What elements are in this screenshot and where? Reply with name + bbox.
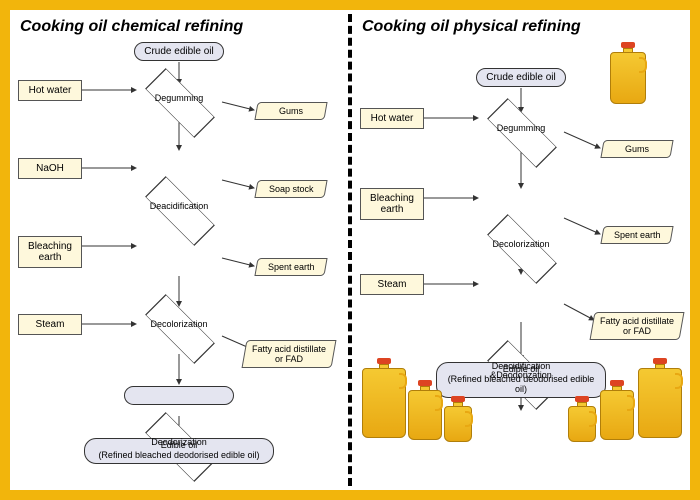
right-panel: Cooking oil physical refining Crude edib… <box>352 10 690 490</box>
process-diamond: Degumming <box>481 112 561 152</box>
oil-bottle-icon <box>610 42 646 104</box>
oil-bottle-icon <box>600 380 634 440</box>
input-box: Steam <box>18 314 82 335</box>
process-diamond: Deacidification <box>139 190 219 230</box>
input-box: Hot water <box>360 108 424 129</box>
right-flow: Crude edible oil Hot water Degumming Gum… <box>356 40 686 480</box>
input-box: NaOH <box>18 158 82 179</box>
process-diamond: Decolorization <box>139 308 219 348</box>
start-node: Crude edible oil <box>134 42 224 61</box>
input-box: Bleaching earth <box>360 188 424 220</box>
output-box: Gums <box>600 140 673 158</box>
output-box: Fatty acid distillate or FAD <box>242 340 337 368</box>
oil-bottle-icon <box>408 380 442 440</box>
diagram-frame: Cooking oil chemical refining Crude ed <box>0 0 700 500</box>
process-diamond: Decolorization <box>481 228 561 268</box>
output-box: Spent earth <box>600 226 673 244</box>
input-box: Steam <box>360 274 424 295</box>
oil-bottle-icon <box>444 396 472 442</box>
oil-bottle-icon <box>362 358 406 438</box>
left-panel: Cooking oil chemical refining Crude ed <box>10 10 348 490</box>
input-box: Hot water <box>18 80 82 101</box>
output-box: Soap stock <box>254 180 327 198</box>
oil-bottle-icon <box>638 358 682 438</box>
input-box: Bleaching earth <box>18 236 82 268</box>
start-node: Crude edible oil <box>476 68 566 87</box>
left-flow: Crude edible oil Hot water Degumming Gum… <box>14 40 344 480</box>
oil-bottle-icon <box>568 396 596 442</box>
left-title: Cooking oil chemical refining <box>14 18 344 36</box>
output-box: Gums <box>254 102 327 120</box>
spacer-node <box>124 386 234 405</box>
output-box: Spent earth <box>254 258 327 276</box>
process-diamond: Degumming <box>139 82 219 122</box>
right-title: Cooking oil physical refining <box>356 18 686 36</box>
output-box: Fatty acid distillate or FAD <box>590 312 685 340</box>
